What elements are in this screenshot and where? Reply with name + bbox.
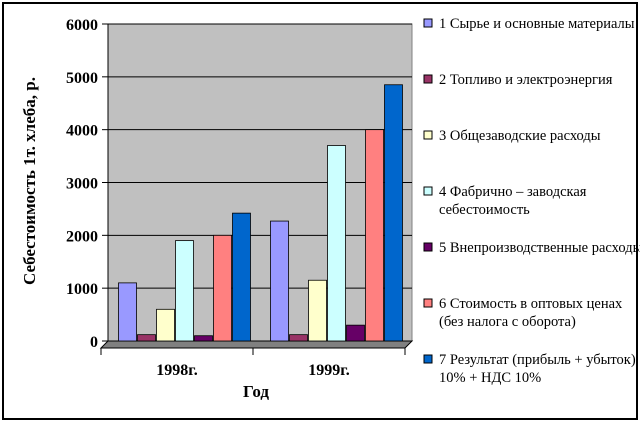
legend-swatch xyxy=(423,18,433,28)
bar xyxy=(384,84,403,342)
legend-label: 7 Результат (прибыль + убыток) 10% + НДС … xyxy=(439,352,636,386)
legend-label: 3 Общезаводские расходы xyxy=(439,128,601,144)
legend: 1 Сырье и основные материалы 2 Топливо и … xyxy=(423,16,643,386)
y-tick-label: 4000 xyxy=(66,123,98,140)
y-tick-label: 5000 xyxy=(66,70,98,87)
x-tick-label: 1998г. xyxy=(156,362,197,379)
chart: 0 1000 2000 3000 4000 5000 6000 1998г. 1999г. 1 … xyxy=(20,16,643,401)
legend-swatch xyxy=(423,242,433,252)
y-tick-label: 1000 xyxy=(66,281,98,298)
legend-swatch xyxy=(423,186,433,196)
bar xyxy=(137,334,156,342)
bar xyxy=(270,220,289,342)
bar xyxy=(308,279,327,342)
x-tick-label: 1999г. xyxy=(308,362,349,379)
y-tick-label: 2000 xyxy=(66,228,98,245)
legend-swatch xyxy=(423,354,433,364)
y-axis-title: Себестоимость 1т. хлеба, р. xyxy=(20,77,39,285)
bar xyxy=(289,334,308,342)
legend-label: 4 Фабрично – заводская себестоимость xyxy=(439,184,587,218)
bar xyxy=(194,335,213,342)
bar xyxy=(213,234,232,342)
legend-swatch xyxy=(423,298,433,308)
bar xyxy=(327,145,346,342)
chart-frame: 0 1000 2000 3000 4000 5000 6000 1998г. 1999г. 1 … xyxy=(2,2,643,420)
legend-label: 5 Внепроизводственные расходы xyxy=(439,240,640,256)
y-tick-label: 3000 xyxy=(66,176,98,193)
bar xyxy=(346,324,365,342)
bar xyxy=(156,308,175,342)
plot-floor xyxy=(99,340,414,349)
x-axis-title: Год xyxy=(243,382,269,401)
bar xyxy=(118,282,137,342)
legend-swatch xyxy=(423,130,433,140)
legend-label: 1 Сырье и основные материалы xyxy=(439,16,635,32)
legend-swatch xyxy=(423,74,433,84)
bar xyxy=(175,240,194,342)
y-tick-label: 6000 xyxy=(66,17,98,34)
legend-label: 6 Стоимость в оптовых ценах (без налога с… xyxy=(439,296,623,330)
bar xyxy=(232,212,251,342)
legend-label: 2 Топливо и электроэнергия xyxy=(439,72,613,88)
y-tick-label: 0 xyxy=(90,334,98,351)
bar xyxy=(365,129,384,342)
